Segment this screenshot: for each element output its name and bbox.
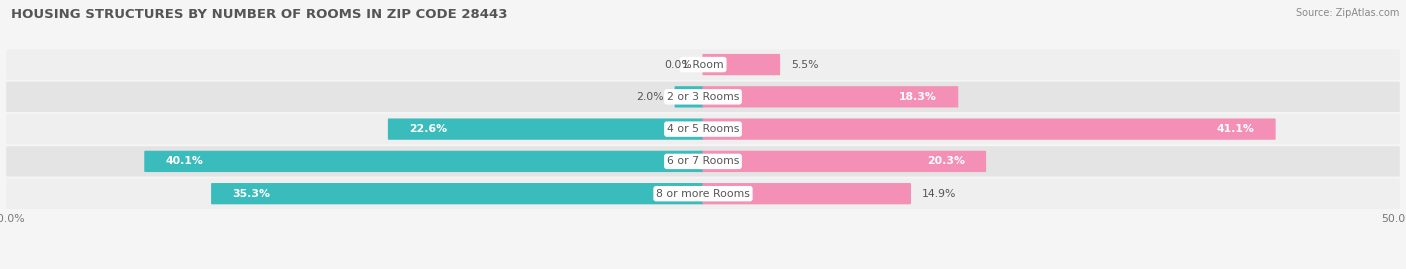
Text: 20.3%: 20.3% [927,156,965,167]
Text: 1 Room: 1 Room [682,59,724,70]
FancyBboxPatch shape [703,54,780,75]
FancyBboxPatch shape [6,49,1400,80]
Text: 40.1%: 40.1% [166,156,204,167]
FancyBboxPatch shape [6,114,1400,144]
FancyBboxPatch shape [6,179,1400,209]
FancyBboxPatch shape [703,151,986,172]
Text: 6 or 7 Rooms: 6 or 7 Rooms [666,156,740,167]
FancyBboxPatch shape [211,183,703,204]
Text: 2 or 3 Rooms: 2 or 3 Rooms [666,92,740,102]
FancyBboxPatch shape [388,118,703,140]
Text: 41.1%: 41.1% [1216,124,1254,134]
Text: 8 or more Rooms: 8 or more Rooms [657,189,749,199]
Text: 22.6%: 22.6% [409,124,447,134]
Text: 0.0%: 0.0% [664,59,692,70]
Text: 35.3%: 35.3% [232,189,270,199]
Text: 18.3%: 18.3% [898,92,936,102]
Text: 14.9%: 14.9% [921,189,956,199]
Text: 2.0%: 2.0% [637,92,664,102]
Text: 5.5%: 5.5% [790,59,818,70]
FancyBboxPatch shape [6,146,1400,176]
FancyBboxPatch shape [703,86,959,108]
FancyBboxPatch shape [703,183,911,204]
FancyBboxPatch shape [6,82,1400,112]
FancyBboxPatch shape [675,86,703,108]
FancyBboxPatch shape [145,151,703,172]
Text: Source: ZipAtlas.com: Source: ZipAtlas.com [1295,8,1399,18]
Text: 4 or 5 Rooms: 4 or 5 Rooms [666,124,740,134]
Text: HOUSING STRUCTURES BY NUMBER OF ROOMS IN ZIP CODE 28443: HOUSING STRUCTURES BY NUMBER OF ROOMS IN… [11,8,508,21]
FancyBboxPatch shape [703,118,1275,140]
